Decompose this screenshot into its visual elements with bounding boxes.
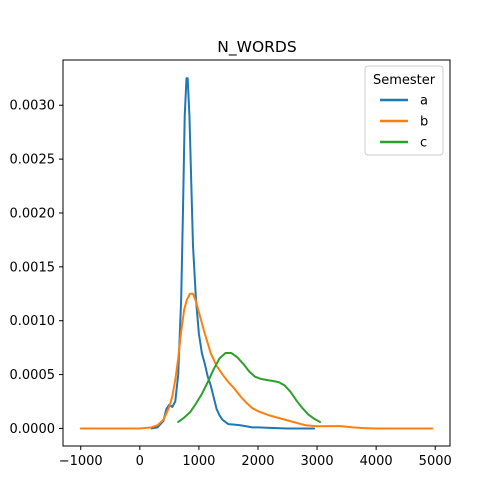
legend-title: Semester [373,73,436,88]
x-tick-label: 2000 [241,454,274,469]
y-tick-label: 0.0025 [10,153,56,168]
plot-frame [62,59,451,447]
legend-label-a: a [420,94,428,109]
y-tick-label: 0.0015 [10,260,56,275]
x-tick-label: 1000 [182,454,215,469]
x-axis: −1000 0 1000 2000 3000 4000 5000 [59,446,452,469]
y-axis: 0.0000 0.0005 0.0010 0.0015 0.0020 0.0025 0.00… [10,99,63,437]
x-tick-label: 5000 [419,454,452,469]
x-tick-label: 4000 [360,454,393,469]
chart-title: N_WORDS [217,38,296,57]
x-tick-label: 3000 [301,454,334,469]
y-tick-label: 0.0020 [10,206,56,221]
legend-label-b: b [420,115,428,130]
series-line-b [79,292,434,430]
series-lines [79,77,434,430]
y-tick-label: 0.0010 [10,314,56,329]
y-tick-label: 0.0000 [10,422,56,437]
x-tick-label: 0 [136,454,144,469]
legend-box [364,65,444,156]
y-tick-label: 0.0030 [10,99,56,114]
legend: Semester abc [364,65,444,156]
series-line-c [177,352,322,423]
x-tick-label: −1000 [59,454,103,469]
series-line-a [150,77,316,430]
y-tick-label: 0.0005 [10,368,56,383]
legend-label-c: c [420,136,427,151]
